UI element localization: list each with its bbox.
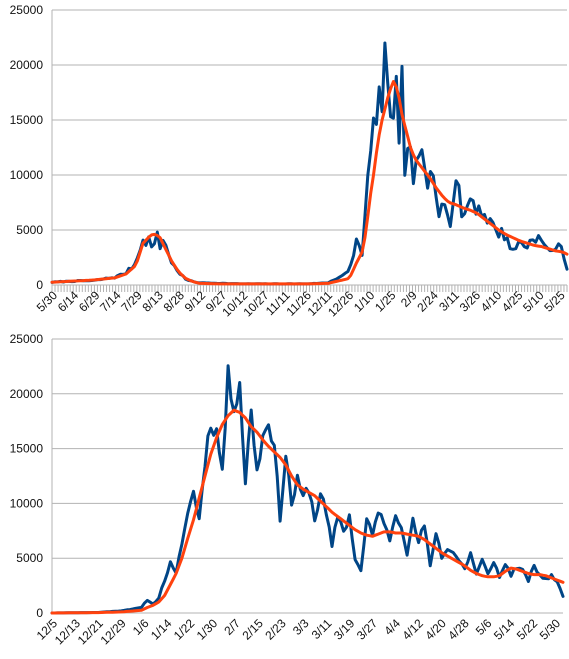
y-tick-label: 25000 [10,3,44,17]
daily-cases-chart-recent: 0 5000 10000 15000 20000 25000 12/512/1312/21… [10,332,565,647]
y-tick-label: 10000 [10,496,44,510]
x-tick-label: 2/7 [221,616,243,638]
x-tick-label: 1/6 [130,616,152,638]
x-tick-label: 5/30 [537,616,564,643]
y-tick-label: 15000 [10,113,44,127]
x-tick-label: 5/6 [473,616,495,638]
y-tick-label: 15000 [10,442,44,456]
x-tick-label: 5/14 [491,616,518,643]
y-tick-labels: 0 5000 10000 15000 20000 25000 [10,3,44,292]
y-tick-label: 5000 [16,551,43,565]
daily-series-line [50,41,569,286]
x-tick-label: 7/14 [97,288,124,315]
y-tick-label: 0 [36,278,43,292]
y-tick-label: 20000 [10,387,44,401]
average-series-line [50,408,565,615]
x-tick-label: 6/14 [55,288,82,315]
x-tick-label: 7/29 [118,288,145,315]
x-tick-label: 4/28 [445,616,472,643]
x-tick-label: 4/20 [422,616,449,643]
x-tick-label: 12/29 [98,616,129,647]
x-tick-label: 3/3 [290,616,312,638]
y-tick-label: 25000 [10,332,44,346]
x-tick-label: 3/11 [309,616,335,642]
x-tick-label: 2/15 [239,616,266,643]
x-tick-label: 5/22 [514,616,541,643]
x-tick-label: 8/13 [139,288,166,315]
x-tick-label: 6/29 [76,288,103,315]
daily-cases-chart-full-year: 0 5000 10000 15000 20000 25000 5/306/146/297/… [10,3,569,319]
x-tick-label: 3/27 [354,616,381,643]
y-tick-labels: 0 5000 10000 15000 20000 25000 [10,332,44,620]
x-tick-label: 1/30 [194,616,221,643]
x-tick-label: 2/23 [262,616,289,643]
x-tick-label: 4/4 [381,616,403,638]
y-tick-label: 20000 [10,58,44,72]
x-tick-label: 1/14 [148,616,175,643]
x-axis-hatch [51,285,568,292]
average-series-line [50,80,569,286]
x-tick-labels: 5/306/146/297/147/298/138/289/129/2710/1… [34,288,568,319]
y-tick-label: 10000 [10,168,44,182]
y-gridlines [51,9,567,286]
series-lines [50,41,569,286]
x-tick-label: 3/19 [331,616,358,643]
y-tick-label: 0 [36,606,43,620]
x-tick-label: 4/12 [400,616,427,643]
x-tick-label: 8/28 [161,288,188,315]
series-lines [50,364,565,615]
y-tick-label: 5000 [16,223,43,237]
y-gridlines [51,338,563,614]
x-tick-label: 1/22 [171,616,198,643]
